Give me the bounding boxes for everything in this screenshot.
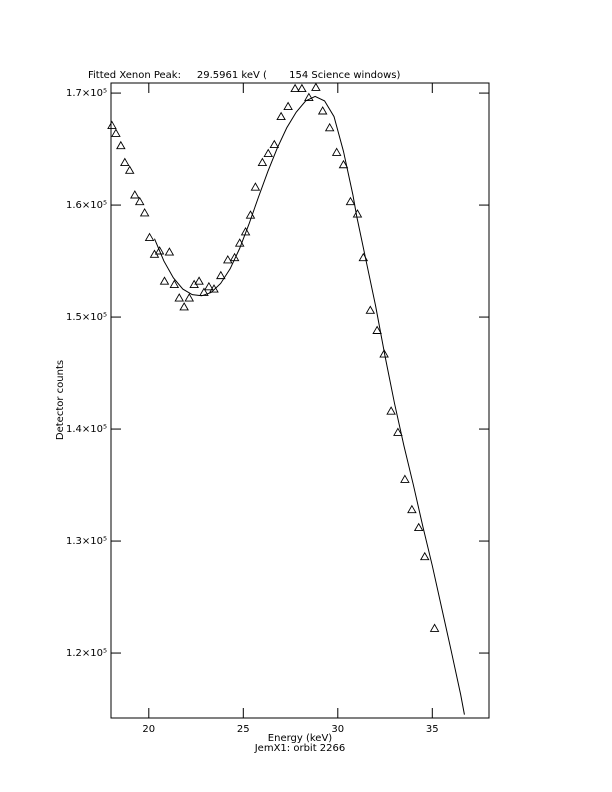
data-point bbox=[386, 406, 396, 415]
data-point bbox=[311, 82, 321, 91]
data-point bbox=[379, 349, 389, 358]
data-point bbox=[297, 83, 307, 93]
plot-frame bbox=[110, 82, 490, 719]
data-point bbox=[407, 504, 417, 514]
y-tick-label: 1.7×10⁵ bbox=[66, 88, 107, 99]
chart-title: Fitted Xenon Peak: 29.5961 keV ( 154 Sci… bbox=[88, 70, 401, 81]
x-tick-label: 25 bbox=[237, 724, 250, 735]
data-point bbox=[365, 305, 376, 314]
data-point bbox=[304, 92, 314, 102]
data-point bbox=[400, 474, 410, 483]
data-point bbox=[134, 196, 145, 206]
data-point bbox=[393, 427, 403, 436]
data-point bbox=[352, 209, 363, 218]
y-tick-label: 1.5×10⁵ bbox=[66, 312, 107, 323]
data-point bbox=[263, 148, 274, 158]
data-point bbox=[184, 293, 195, 302]
subtitle: JemX1: orbit 2266 bbox=[254, 743, 346, 754]
data-point bbox=[331, 147, 342, 156]
data-point bbox=[159, 276, 170, 285]
data-point bbox=[209, 284, 219, 293]
x-axis-label: Energy (keV) bbox=[268, 733, 333, 744]
data-point bbox=[107, 120, 117, 130]
data-point bbox=[229, 252, 240, 262]
data-point bbox=[204, 281, 214, 291]
data-point bbox=[154, 246, 165, 255]
data-point bbox=[324, 122, 335, 132]
data-point bbox=[276, 111, 286, 121]
data-point bbox=[116, 140, 126, 150]
fit-line bbox=[154, 95, 465, 715]
data-point bbox=[419, 551, 430, 561]
data-point bbox=[317, 106, 328, 115]
data-point bbox=[250, 182, 261, 191]
data-point bbox=[269, 139, 280, 149]
data-point bbox=[120, 157, 130, 166]
data-point bbox=[372, 325, 382, 334]
data-point bbox=[223, 255, 233, 264]
data-point bbox=[124, 165, 135, 174]
y-axis-label: Detector counts bbox=[55, 360, 66, 440]
data-point bbox=[179, 302, 189, 311]
y-tick-label: 1.3×10⁵ bbox=[66, 536, 107, 547]
x-tick-label: 20 bbox=[142, 724, 155, 735]
data-point bbox=[240, 227, 251, 236]
y-tick-label: 1.4×10⁵ bbox=[66, 424, 107, 435]
data-point bbox=[169, 279, 180, 289]
data-point bbox=[413, 522, 424, 532]
data-point bbox=[290, 83, 300, 93]
data-point bbox=[174, 293, 185, 302]
data-point bbox=[257, 157, 268, 166]
data-point bbox=[429, 623, 440, 632]
y-tick-label: 1.6×10⁵ bbox=[66, 200, 107, 211]
data-point bbox=[216, 270, 226, 280]
data-point bbox=[111, 128, 121, 137]
data-point bbox=[164, 247, 175, 256]
data-point bbox=[283, 101, 293, 110]
y-tick-label: 1.2×10⁵ bbox=[66, 648, 107, 659]
data-point bbox=[345, 196, 356, 206]
x-tick-label: 30 bbox=[331, 724, 344, 735]
data-point bbox=[139, 208, 150, 217]
data-point bbox=[130, 190, 140, 199]
data-point bbox=[338, 159, 349, 169]
x-tick-label: 35 bbox=[426, 724, 439, 735]
data-point bbox=[144, 232, 155, 241]
data-point bbox=[194, 276, 204, 285]
